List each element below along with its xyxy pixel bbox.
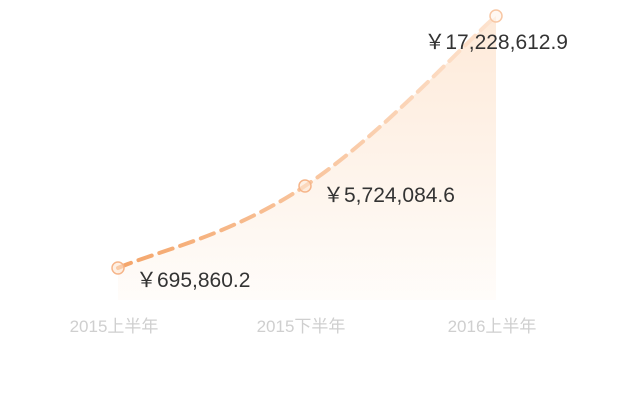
x-tick-label: 2016上半年 — [448, 317, 537, 336]
data-point-marker — [298, 179, 312, 193]
data-point-marker — [111, 261, 125, 275]
x-tick-label: 2015上半年 — [70, 317, 159, 336]
x-tick-label: 2015下半年 — [257, 317, 346, 336]
data-point-marker — [489, 9, 503, 23]
data-label: ￥17,228,612.9 — [424, 31, 568, 54]
data-label: ￥5,724,084.6 — [323, 184, 455, 207]
area-fill — [118, 16, 496, 300]
data-label: ￥695,860.2 — [136, 269, 250, 292]
